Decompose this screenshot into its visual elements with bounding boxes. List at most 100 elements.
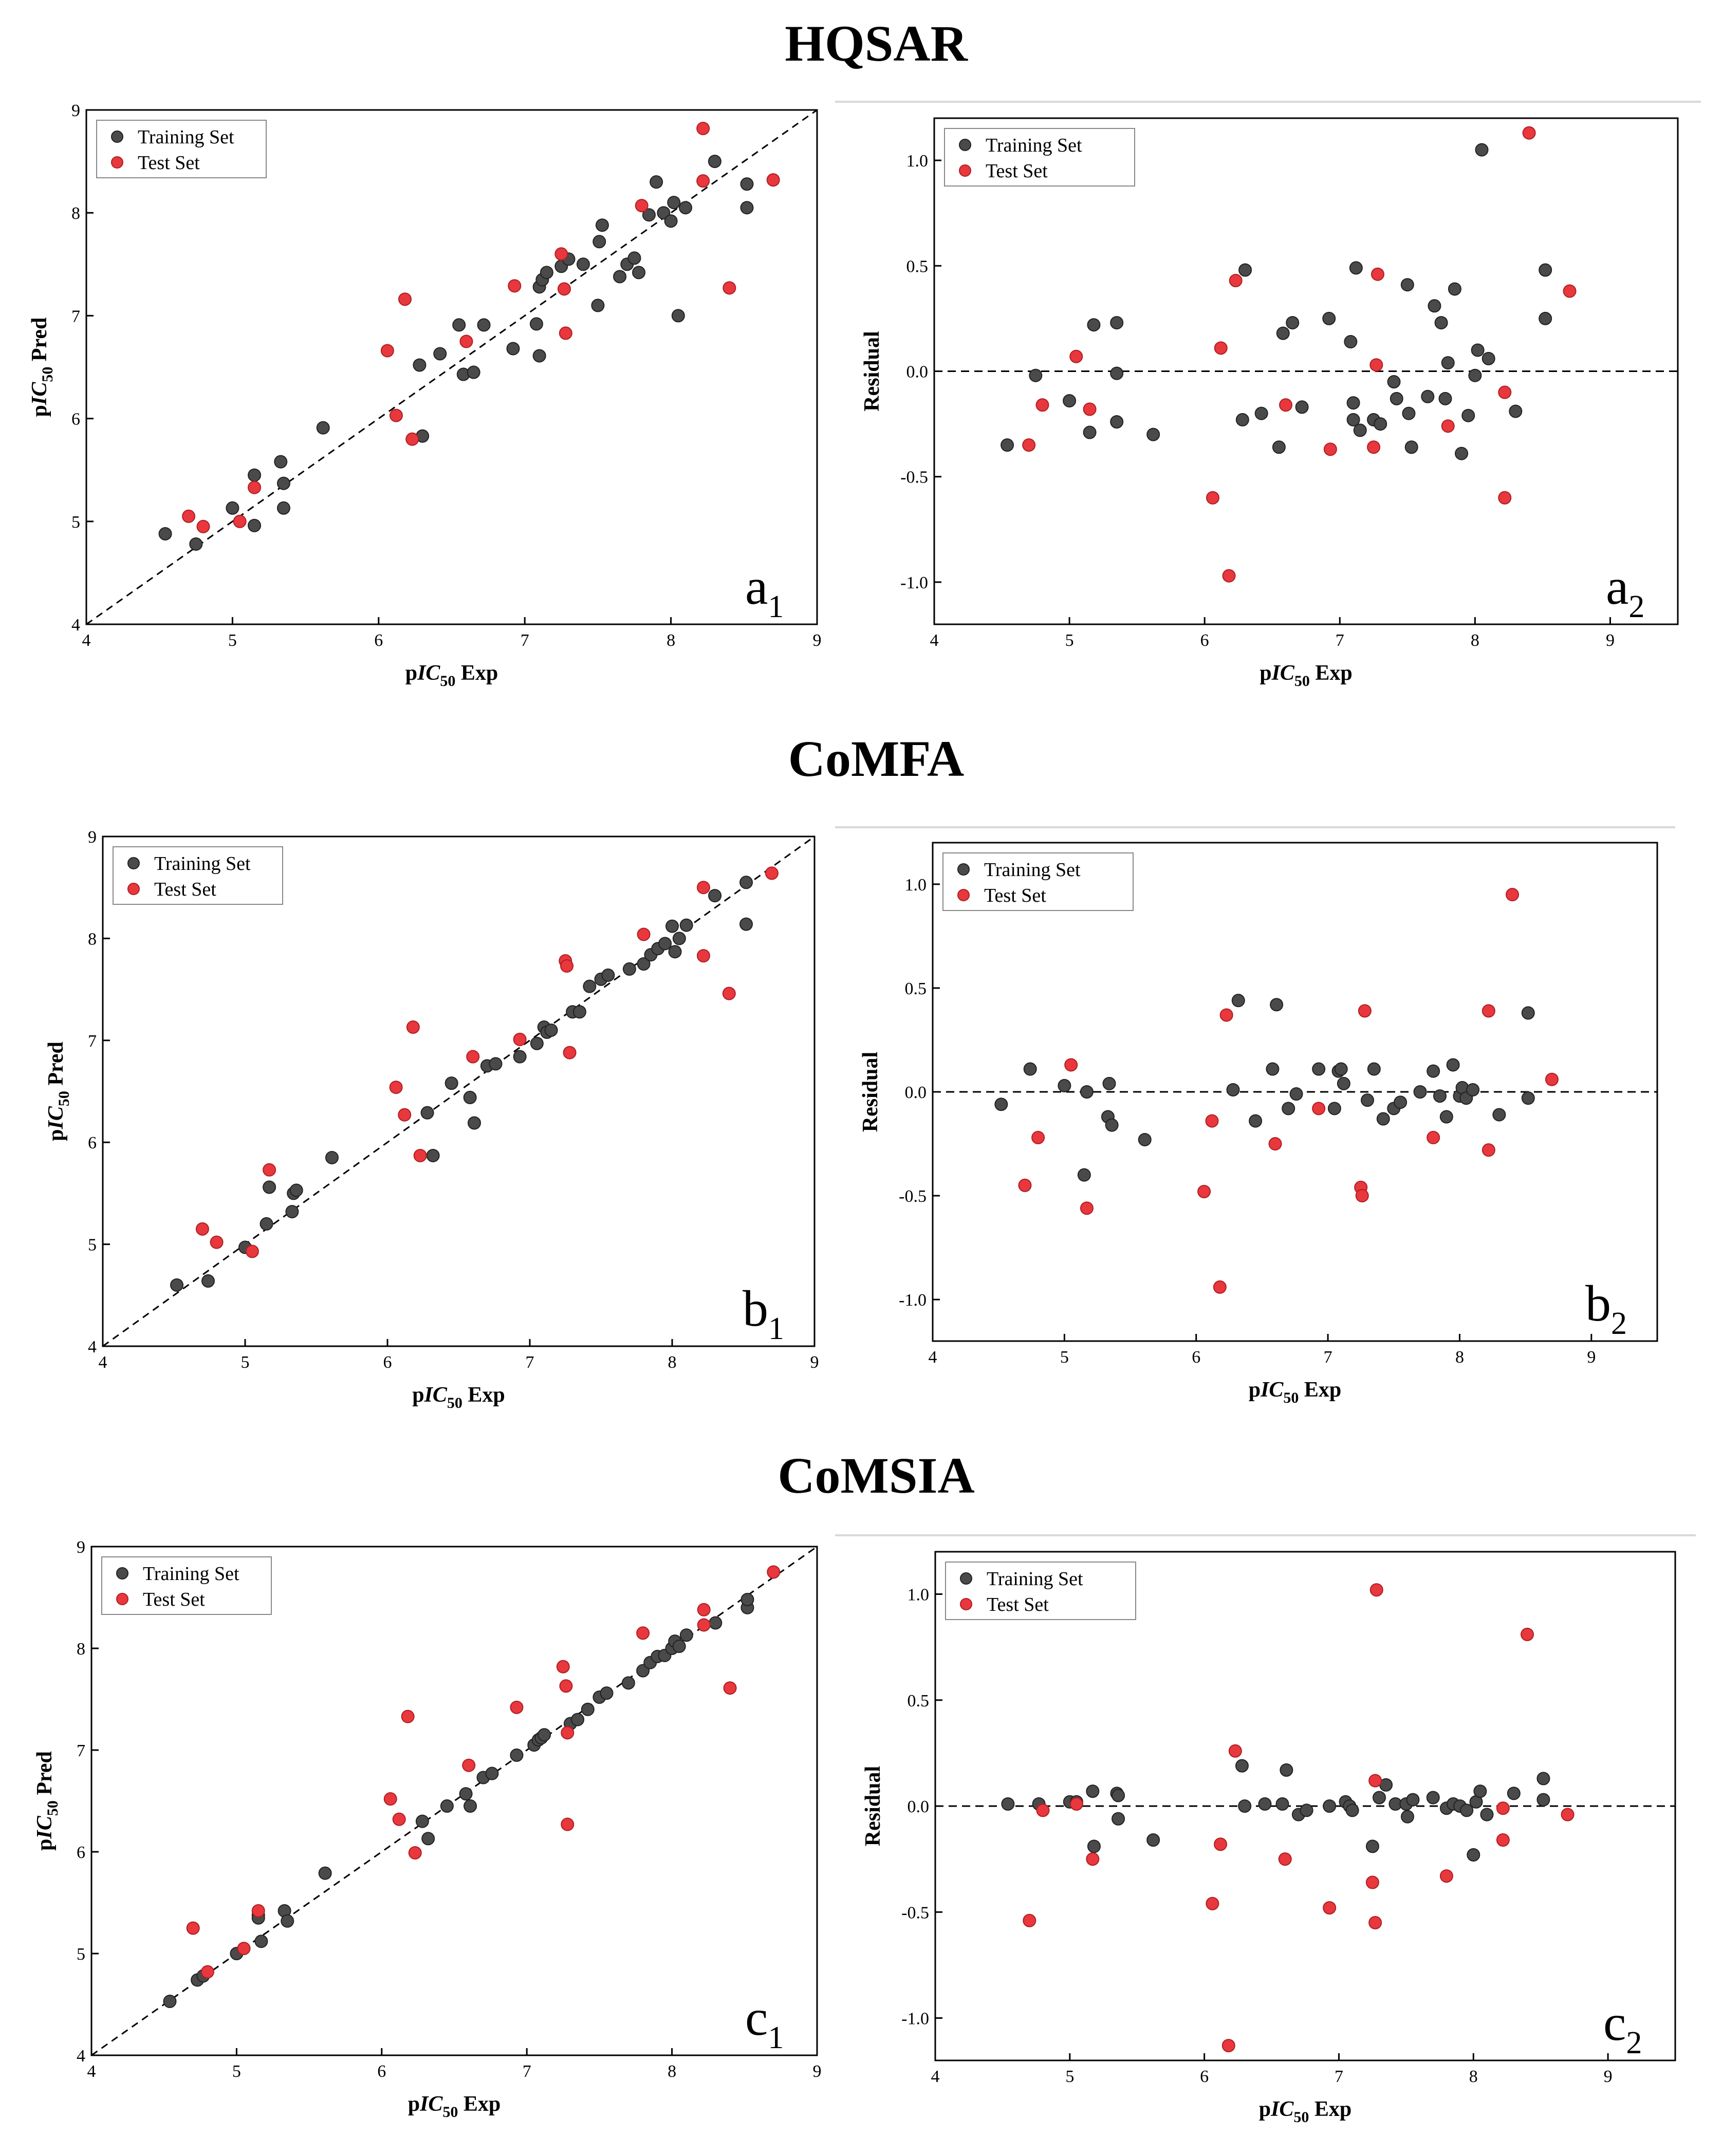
test-point (406, 1020, 420, 1034)
training-point (572, 1005, 586, 1019)
training-point (1282, 1102, 1295, 1116)
y-axis-label: Residual (861, 1766, 885, 1846)
test-point (1365, 1875, 1379, 1889)
panel-label: c2 (1603, 1994, 1642, 2060)
training-point (1346, 413, 1360, 426)
test-point (462, 1758, 476, 1772)
x-axis-label-sub: 50 (447, 1395, 462, 1411)
test-point (1323, 442, 1337, 456)
training-point (658, 937, 672, 951)
test-point (696, 949, 710, 963)
legend: Training Set Test Set (101, 1556, 272, 1615)
training-point (740, 1592, 754, 1606)
test-point (510, 1700, 524, 1714)
training-point (1102, 1076, 1116, 1090)
training-point (158, 527, 172, 541)
panel-subscript: 2 (1628, 589, 1644, 624)
y-axis-label-italic: IC (28, 382, 51, 405)
training-point (1276, 326, 1290, 340)
training-set-series (1001, 143, 1552, 460)
panel-subscript: 1 (768, 589, 784, 624)
x-tick-label: 9 (813, 631, 822, 650)
y-tick-label: 0.5 (906, 257, 929, 276)
training-point (600, 1686, 614, 1700)
test-point (1206, 1897, 1219, 1910)
y-axis-label: Residual (860, 331, 884, 411)
x-tick-label: 4 (99, 1353, 107, 1372)
test-point (765, 866, 779, 880)
training-point (665, 919, 679, 933)
panel-label: a1 (745, 558, 784, 624)
legend-training-marker (960, 1572, 972, 1585)
training-point (1361, 1093, 1374, 1107)
legend-test-label: Test Set (984, 885, 1046, 906)
test-point (389, 408, 403, 422)
training-point (1110, 366, 1124, 380)
x-tick-label: 7 (526, 1353, 534, 1372)
test-point (380, 344, 394, 358)
training-point (1539, 263, 1552, 277)
legend-training-label: Training Set (984, 859, 1081, 881)
training-point (1421, 389, 1435, 403)
test-point (389, 1081, 403, 1094)
x-tick-label: 7 (1335, 2067, 1343, 2086)
panel-subscript: 1 (768, 2020, 784, 2055)
test-point (636, 1626, 650, 1640)
test-point (251, 1904, 265, 1918)
test-point (1268, 1137, 1282, 1151)
training-point (671, 309, 685, 323)
x-tick-label: 4 (930, 631, 939, 650)
y-tick-label: 7 (71, 307, 80, 326)
training-point (1249, 1114, 1263, 1128)
training-point (1238, 263, 1252, 277)
test-set-series (1018, 888, 1559, 1294)
test-point (1563, 284, 1577, 298)
legend: Training Set Test Set (96, 120, 267, 178)
test-point (1367, 440, 1381, 454)
training-point (463, 1090, 477, 1104)
y-axis-label-italic: IC (44, 1106, 68, 1129)
test-point (245, 1244, 259, 1258)
training-point (1426, 1791, 1440, 1805)
panel-subscript: 2 (1611, 1306, 1627, 1341)
x-axis-label-suffix: Exp (1299, 1378, 1341, 1402)
x-tick-label: 4 (87, 2062, 96, 2081)
y-axis-label-sub: 50 (55, 1091, 72, 1106)
training-point (544, 1023, 558, 1037)
legend-training-marker (111, 131, 123, 143)
training-point (740, 201, 754, 215)
training-point (672, 1640, 686, 1653)
x-axis-label-prefix: p (412, 1383, 424, 1407)
y-tick-label: 4 (88, 1337, 97, 1356)
panel-label: c1 (745, 1989, 784, 2055)
training-point (627, 251, 641, 265)
legend: Training Set Test Set (942, 852, 1134, 911)
training-point (1322, 311, 1336, 325)
test-point (1080, 1201, 1094, 1215)
training-point (248, 518, 262, 532)
training-point (1300, 1804, 1313, 1817)
x-tick-label: 5 (228, 631, 237, 650)
training-point (613, 270, 627, 284)
y-axis-label-prefix: p (44, 1129, 68, 1141)
training-point (1471, 343, 1485, 357)
panel-label: b1 (743, 1280, 784, 1346)
y-tick-label: 9 (71, 101, 80, 120)
training-point (739, 917, 753, 931)
test-point (557, 282, 571, 296)
training-point (1286, 316, 1300, 330)
training-point (994, 1098, 1008, 1111)
panel-letter: c (1603, 1994, 1626, 2051)
test-point (559, 1679, 573, 1693)
panel-letter: b (743, 1280, 768, 1337)
panel-letter: c (745, 1989, 768, 2046)
test-point (697, 1603, 711, 1616)
test-point (1205, 1114, 1219, 1128)
test-point (405, 432, 419, 446)
test-point (1086, 1852, 1100, 1866)
legend-box (113, 846, 283, 905)
training-point (1258, 1797, 1272, 1811)
training-point (1001, 1797, 1015, 1811)
test-point (408, 1846, 422, 1860)
